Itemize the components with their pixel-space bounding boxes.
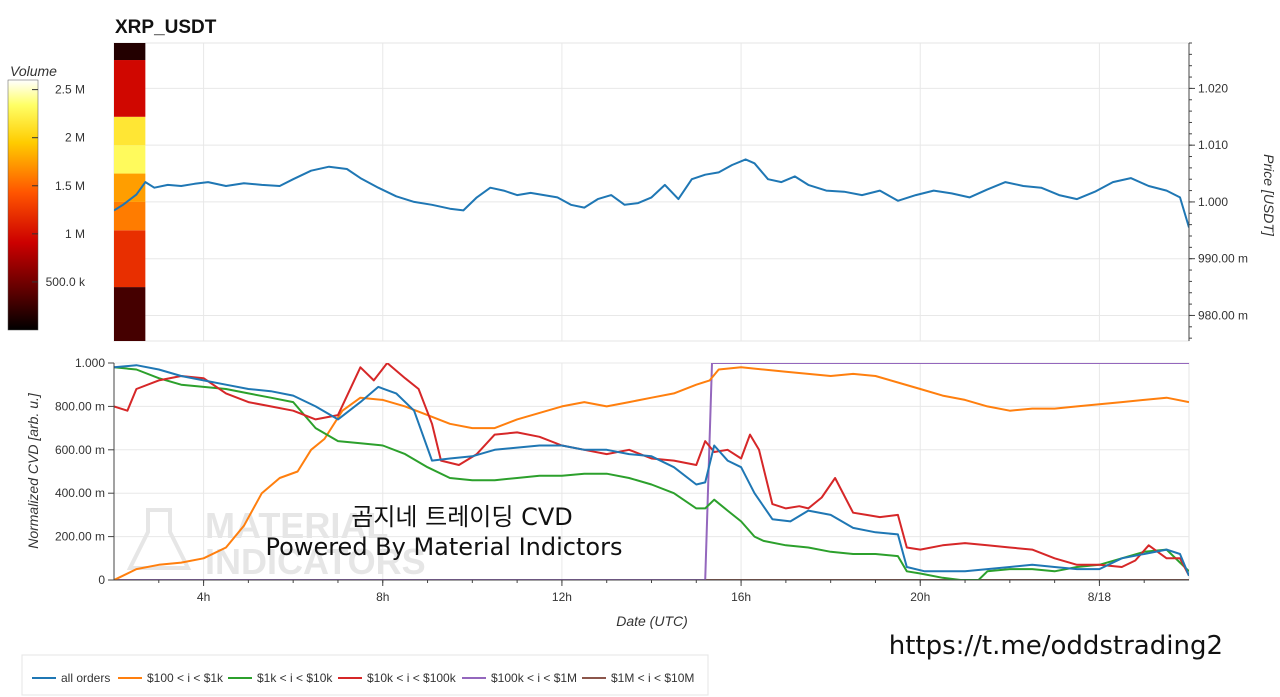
chart-title: XRP_USDT [115, 17, 217, 38]
cvd-line-3 [114, 363, 1189, 577]
legend-item-label[interactable]: all orders [61, 671, 110, 685]
overlay-subtitle: Powered By Material Indictors [266, 533, 623, 561]
cvd-x-tick-label: 12h [552, 590, 572, 604]
cvd-x-tick-label: 4h [197, 590, 210, 604]
price-y-tick-label: 1.000 [1198, 195, 1228, 209]
legend-box [21, 654, 709, 696]
price-y-ticks: 980.00 m 990.00 m 1.000 1.010 1.020 [1189, 42, 1248, 339]
colorbar-tick-label: 2 M [65, 131, 85, 145]
colorbar-label: Volume [10, 63, 57, 79]
cvd-x-ticks: 4h 8h 12h 16h 20h 8/18 [158, 580, 1145, 604]
cvd-y-ticks: 0 200.00 m 400.00 m 600.00 m 800.00 m 1.000 [55, 356, 114, 587]
cvd-x-tick-label: 16h [731, 590, 751, 604]
cvd-y-tick-label: 200.00 m [55, 530, 105, 544]
legend-item-label[interactable]: $1M < i < $10M [611, 671, 694, 685]
colorbar-tick-label: 1.5 M [55, 179, 85, 193]
cvd-y-label: Normalized CVD [arb. u.] [25, 392, 41, 549]
cvd-x-tick-label: 8h [376, 590, 389, 604]
cvd-y-tick-label: 800.00 m [55, 399, 105, 413]
colorbar-tick-label: 2.5 M [55, 83, 85, 97]
volume-bin [114, 201, 146, 231]
cvd-y-tick-label: 0 [98, 573, 105, 587]
watermark: MATERIAL INDICATORS [126, 505, 426, 582]
flask-icon [126, 508, 192, 570]
cvd-y-tick-label: 600.00 m [55, 443, 105, 457]
legend-item-label[interactable]: $100 < i < $1k [147, 671, 224, 685]
legend-item-label[interactable]: $10k < i < $100k [367, 671, 457, 685]
price-line [114, 158, 1189, 228]
price-y-tick-label: 1.020 [1198, 81, 1228, 95]
watermark-line1: MATERIAL [205, 505, 388, 546]
watermark-line2: INDICATORS [205, 541, 426, 582]
overlay-title: 곰지네 트레이딩 CVD [351, 503, 572, 531]
telegram-link[interactable]: https://t.me/oddstrading2 [889, 631, 1223, 661]
volume-profile [114, 43, 146, 341]
cvd-y-tick-label: 400.00 m [55, 486, 105, 500]
price-y-label: Price [USDT] [1261, 154, 1277, 237]
price-grid [114, 43, 1189, 341]
price-plot-frame [113, 42, 1190, 342]
volume-bin [114, 43, 146, 61]
volume-bin [114, 116, 146, 146]
cvd-x-tick-label: 8/18 [1088, 590, 1112, 604]
cvd-x-tick-label: 20h [910, 590, 930, 604]
price-series-group [114, 158, 1189, 228]
colorbar-tick-label: 500.0 k [46, 275, 86, 289]
colorbar-ticks: 500.0 k 1 M 1.5 M 2 M 2.5 M [32, 83, 86, 289]
volume-bin [114, 287, 146, 341]
cvd-line-2 [114, 366, 1189, 580]
price-y-tick-label: 1.010 [1198, 138, 1228, 152]
cvd-line-1 [114, 366, 1189, 580]
legend-item-label[interactable]: $1k < i < $10k [257, 671, 333, 685]
cvd-y-tick-label: 1.000 [75, 356, 105, 370]
colorbar-gradient [7, 79, 39, 331]
cvd-x-label: Date (UTC) [616, 613, 688, 629]
cvd-series-group [114, 363, 1189, 580]
volume-bin [114, 230, 146, 288]
price-y-tick-label: 990.00 m [1198, 252, 1248, 266]
volume-bin [114, 60, 146, 117]
volume-bin [114, 145, 146, 174]
colorbar-tick-label: 1 M [65, 227, 85, 241]
price-y-tick-label: 980.00 m [1198, 308, 1248, 322]
legend-item-label[interactable]: $100k < i < $1M [491, 671, 577, 685]
legend: all orders $100 < i < $1k $1k < i < $10k $1… [32, 671, 694, 685]
cvd-line-0 [114, 364, 1189, 577]
